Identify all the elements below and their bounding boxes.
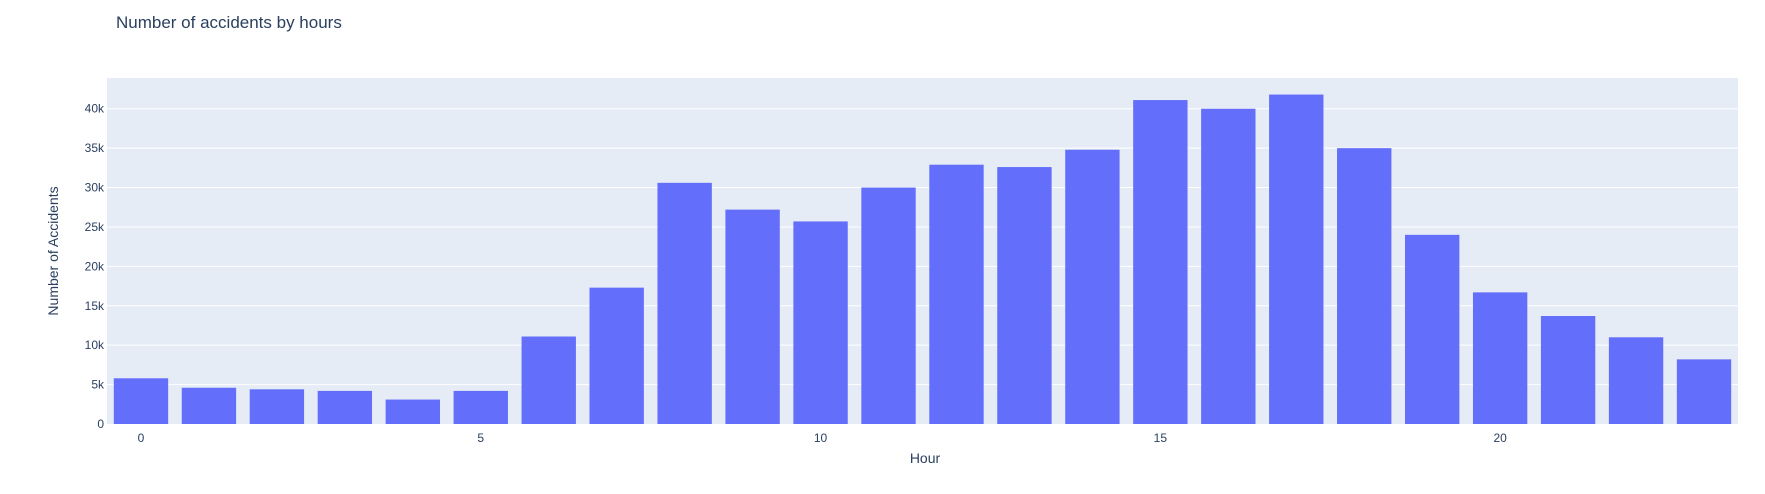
bar-hour-17[interactable] [1269,94,1324,424]
bar-hour-21[interactable] [1540,316,1596,424]
x-axis-title: Hour [910,450,941,466]
bar-hour-15[interactable] [1133,100,1188,425]
x-tick-label: 15 [1154,431,1168,445]
y-tick-label: 35k [85,141,105,155]
y-tick-label: 30k [85,181,105,195]
bar-hour-16[interactable] [1201,108,1256,425]
y-axis-title: Number of Accidents [45,186,61,315]
bar-hour-8[interactable] [657,182,712,424]
plot-background [107,78,1738,424]
bar-hour-11[interactable] [861,187,916,424]
y-tick-label: 5k [91,378,105,392]
x-axis-ticks: 0 5 10 15 20 [138,431,1508,445]
y-tick-label: 10k [85,338,105,352]
bar-hour-3[interactable] [317,390,373,424]
x-tick-label: 0 [138,431,145,445]
bar-hour-0[interactable] [113,378,169,424]
bar-hour-4[interactable] [385,399,440,424]
bar-hour-7[interactable] [589,287,644,424]
bar-hour-13[interactable] [997,167,1052,424]
bar-hour-20[interactable] [1472,292,1528,424]
x-tick-label: 5 [477,431,484,445]
bar-hour-2[interactable] [249,389,305,424]
bar-hour-12[interactable] [929,164,984,425]
gridlines [107,108,1738,386]
bar-hour-22[interactable] [1608,337,1664,424]
bar-hour-5[interactable] [453,390,508,424]
bar-hour-1[interactable] [181,387,237,424]
bar-hour-10[interactable] [793,221,848,424]
y-tick-label: 40k [85,102,105,116]
bar-hour-9[interactable] [725,209,780,424]
y-tick-label: 15k [85,299,105,313]
x-tick-label: 10 [814,431,828,445]
y-tick-label: 0 [97,417,104,431]
y-tick-label: 25k [85,220,105,234]
bars [113,94,1732,425]
bar-hour-18[interactable] [1337,148,1392,424]
y-axis-ticks: 0 5k 10k 15k 20k 25k 30k 35k 40k [85,102,105,431]
y-tick-label: 20k [85,259,105,273]
bar-hour-19[interactable] [1405,234,1460,424]
bar-hour-14[interactable] [1065,149,1120,424]
chart-title: Number of accidents by hours [116,13,342,32]
bar-hour-23[interactable] [1676,359,1732,424]
x-tick-label: 20 [1493,431,1507,445]
bar-hour-6[interactable] [521,336,576,424]
